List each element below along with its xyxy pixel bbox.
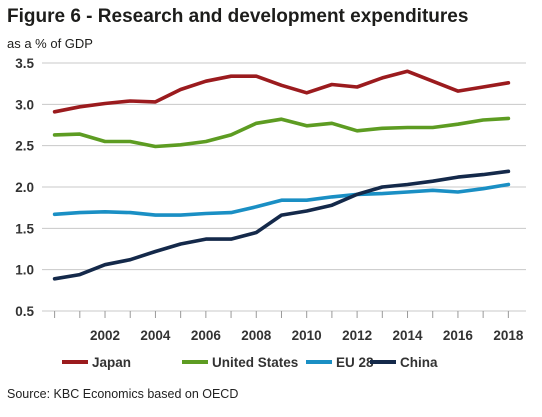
x-axis: 2002 2004 2006 2008 2010 2012 2014 2016 2018 (54, 311, 524, 343)
y-tick-label: 2.0 (15, 180, 34, 195)
x-tick-label: 2018 (493, 328, 524, 343)
source-note: Source: KBC Economics based on OECD (7, 387, 239, 401)
legend: Japan United States EU 28 China (62, 355, 438, 370)
x-tick-label: 2004 (140, 328, 171, 343)
y-tick-label: 2.5 (15, 139, 34, 154)
series-line-japan (52, 69, 511, 114)
series-line-eu-28 (52, 182, 511, 217)
legend-label: EU 28 (336, 355, 374, 370)
x-tick-label: 2006 (191, 328, 222, 343)
y-tick-label: 0.5 (15, 304, 34, 319)
x-tick-label: 2002 (90, 328, 120, 343)
x-tick-label: 2016 (443, 328, 474, 343)
chart-title: Figure 6 - Research and development expe… (7, 6, 469, 27)
series-lines (52, 69, 511, 281)
series-line-china (52, 169, 511, 281)
gridlines (42, 62, 526, 312)
x-tick-label: 2008 (241, 328, 272, 343)
line-chart: 0.51.01.52.02.53.03.5 2002 2004 2006 2008 20… (15, 56, 526, 370)
y-tick-label: 3.5 (15, 56, 34, 71)
series-line-united-states (52, 116, 511, 149)
y-tick-label: 1.5 (15, 221, 34, 236)
legend-label: Japan (92, 355, 131, 370)
y-tick-label: 1.0 (15, 263, 34, 278)
x-tick-label: 2014 (392, 328, 423, 343)
x-tick-label: 2012 (342, 328, 372, 343)
y-axis-tick-labels: 0.5 1.0 1.5 2.0 2.5 3.0 3.5 (15, 56, 34, 319)
legend-label: China (400, 355, 438, 370)
x-tick-label: 2010 (292, 328, 322, 343)
chart-subtitle: as a % of GDP (7, 36, 93, 51)
legend-label: United States (212, 355, 298, 370)
y-tick-label: 3.0 (15, 97, 34, 112)
